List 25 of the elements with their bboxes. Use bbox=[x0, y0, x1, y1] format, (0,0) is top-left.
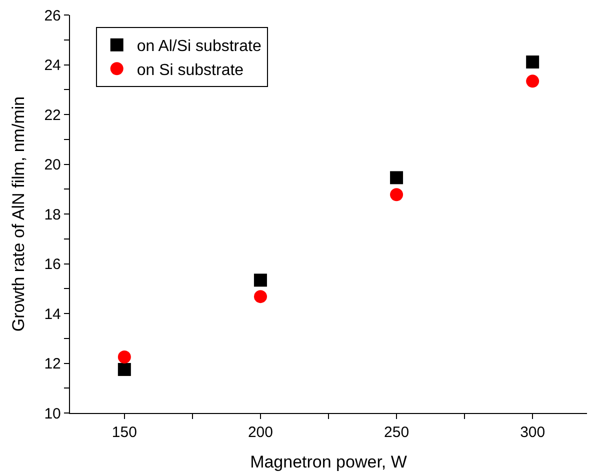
legend-label: on Si substrate bbox=[136, 62, 244, 79]
point bbox=[390, 188, 404, 202]
y-tick-label: 20 bbox=[44, 156, 61, 174]
point bbox=[526, 74, 540, 88]
x-tick-label: 250 bbox=[384, 424, 410, 442]
y-tick-label: 12 bbox=[44, 356, 61, 372]
x-axis-title: Magnetron power, W bbox=[250, 452, 407, 472]
point bbox=[254, 290, 267, 304]
point bbox=[118, 350, 131, 364]
y-tick-label: 18 bbox=[44, 206, 61, 224]
legend-label: on Al/Si substrate bbox=[136, 38, 262, 56]
y-tick-label: 26 bbox=[44, 7, 61, 24]
y-tick-label: 24 bbox=[44, 57, 61, 74]
y-tick-label: 10 bbox=[44, 405, 61, 422]
x-tick-label: 150 bbox=[112, 424, 137, 442]
y-tick-label: 14 bbox=[44, 306, 61, 323]
x-tick-label: 300 bbox=[520, 424, 546, 442]
point bbox=[254, 274, 267, 287]
point bbox=[526, 56, 540, 69]
y-tick-label: 16 bbox=[44, 256, 61, 273]
y-axis-title: Growth rate of AlN film, nm/min bbox=[8, 96, 28, 332]
x-tick-label: 200 bbox=[248, 424, 273, 442]
point bbox=[390, 171, 404, 184]
y-tick-label: 22 bbox=[44, 106, 61, 124]
point bbox=[118, 362, 131, 376]
